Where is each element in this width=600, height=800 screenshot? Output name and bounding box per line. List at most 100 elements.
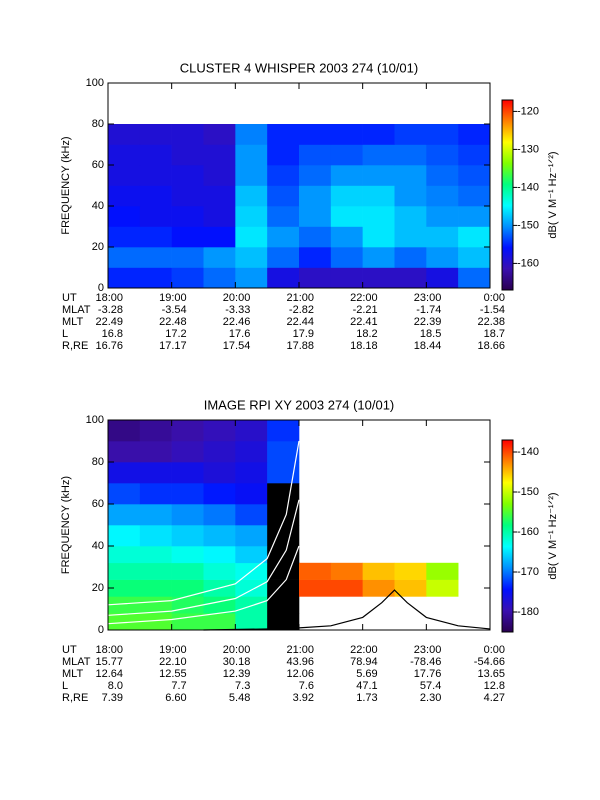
spectrogram-cell — [299, 165, 332, 186]
overlay-curve — [203, 589, 491, 631]
colorbar-tick-label: -160 — [517, 257, 539, 269]
colorbar-label: dB( V M⁻¹ Hz⁻¹ᐟ²) — [547, 492, 559, 579]
table-value: 17.54 — [223, 340, 251, 352]
spectrogram-cell — [171, 165, 204, 186]
spectrogram-cell — [299, 185, 332, 207]
spectrogram-cell — [267, 124, 300, 145]
table-value: -1.74 — [416, 304, 441, 316]
spectrogram-cell — [458, 124, 491, 145]
colorbar — [501, 99, 514, 291]
y-tick-label: 60 — [92, 498, 104, 510]
spectrogram-cell — [426, 267, 459, 289]
spectrogram-cell — [139, 441, 172, 463]
spectrogram-cell — [330, 124, 363, 145]
row-label: L — [62, 680, 68, 692]
spectrogram-cell — [171, 613, 204, 631]
spectrogram-cell — [108, 206, 141, 227]
spectrogram-cell — [108, 483, 141, 505]
spectrogram-cell — [267, 206, 300, 227]
table-value: 22.46 — [223, 316, 251, 328]
spectrogram-cell — [362, 206, 395, 227]
spectrogram-cell — [330, 144, 363, 166]
spectrogram-cell — [139, 165, 172, 186]
table-value: 8.0 — [108, 680, 123, 692]
spectrogram-cell — [394, 247, 427, 268]
table-value: 22.38 — [477, 316, 505, 328]
spectrogram-cell — [458, 185, 491, 207]
spectrogram-cell — [362, 226, 395, 248]
table-value: 17.88 — [286, 340, 314, 352]
x-tick-label: 18:00 — [95, 644, 123, 656]
table-value: 5.69 — [356, 668, 377, 680]
table-value: 12.06 — [286, 668, 314, 680]
spectrogram-cell — [458, 247, 491, 268]
y-tick-label: 100 — [86, 414, 104, 426]
spectrogram-cell — [267, 596, 300, 614]
spectrogram-cell — [171, 562, 204, 580]
spectrogram-cell — [426, 206, 459, 227]
spectrogram-cell — [235, 596, 268, 614]
spectrogram-cell — [108, 144, 141, 166]
spectrogram-cell — [267, 226, 300, 248]
spectrogram-cell — [108, 525, 141, 547]
spectrogram-cell — [235, 247, 268, 268]
table-value: 12.55 — [159, 668, 187, 680]
colorbar-tick-label: -130 — [517, 143, 539, 155]
table-value: 12.64 — [95, 668, 123, 680]
spectrogram-cell — [267, 267, 300, 289]
spectrogram-cell — [171, 420, 204, 442]
spectrogram-cell — [108, 420, 141, 442]
spectrogram-cell — [203, 247, 236, 268]
spectrogram-cell — [171, 525, 204, 547]
y-tick-label: 40 — [92, 200, 104, 212]
table-value: 18.2 — [356, 328, 377, 340]
spectrogram-cell — [267, 525, 300, 547]
y-tick-label: 80 — [92, 118, 104, 130]
spectrogram-cell — [362, 247, 395, 268]
spectrogram-cell — [139, 226, 172, 248]
spectrogram-cell — [171, 206, 204, 227]
spectrogram-cell — [139, 579, 172, 597]
spectrogram-cell — [171, 144, 204, 166]
table-value: 16.8 — [102, 328, 123, 340]
spectrogram-cell — [203, 185, 236, 207]
y-tick-label: 80 — [92, 456, 104, 468]
spectrogram-cell — [235, 144, 268, 166]
spectrogram-cell — [299, 206, 332, 227]
overlay-curve — [107, 545, 300, 625]
table-value: 7.6 — [299, 680, 314, 692]
table-value: 7.3 — [235, 680, 250, 692]
y-tick-label: 0 — [98, 624, 104, 636]
spectrogram-cell — [139, 613, 172, 631]
spectrogram-cell — [171, 185, 204, 207]
spectrogram-cell — [426, 579, 459, 597]
y-tick-label: 20 — [92, 241, 104, 253]
spectrogram-cell — [108, 185, 141, 207]
table-value: -2.21 — [353, 304, 378, 316]
spectrogram-cell — [330, 562, 363, 580]
x-tick-label: 22:00 — [350, 644, 378, 656]
colorbar-tick-label: -120 — [517, 105, 539, 117]
row-label: L — [62, 328, 68, 340]
spectrogram-cell — [235, 420, 268, 442]
spectrogram-cell — [139, 267, 172, 289]
spectrogram-cell — [235, 206, 268, 227]
overlay-curve — [107, 499, 300, 616]
row-label: UT — [62, 644, 77, 656]
spectrogram-cell — [203, 124, 236, 145]
spectrogram-cell — [299, 124, 332, 145]
spectrogram-cell — [330, 247, 363, 268]
spectrogram-cell — [235, 124, 268, 145]
table-value: 17.17 — [159, 340, 187, 352]
spectrogram-cell — [171, 483, 204, 505]
spectrogram-cell — [426, 144, 459, 166]
spectrogram-cell — [235, 267, 268, 289]
spectrogram-cell — [171, 247, 204, 268]
spectrogram-cell — [203, 206, 236, 227]
spectrogram-cell — [139, 483, 172, 505]
spectrogram-cell — [299, 267, 332, 289]
x-tick-label: 0:00 — [484, 644, 505, 656]
y-axis-label: FREQUENCY (kHz) — [60, 136, 72, 234]
spectrogram-cell — [267, 562, 300, 580]
